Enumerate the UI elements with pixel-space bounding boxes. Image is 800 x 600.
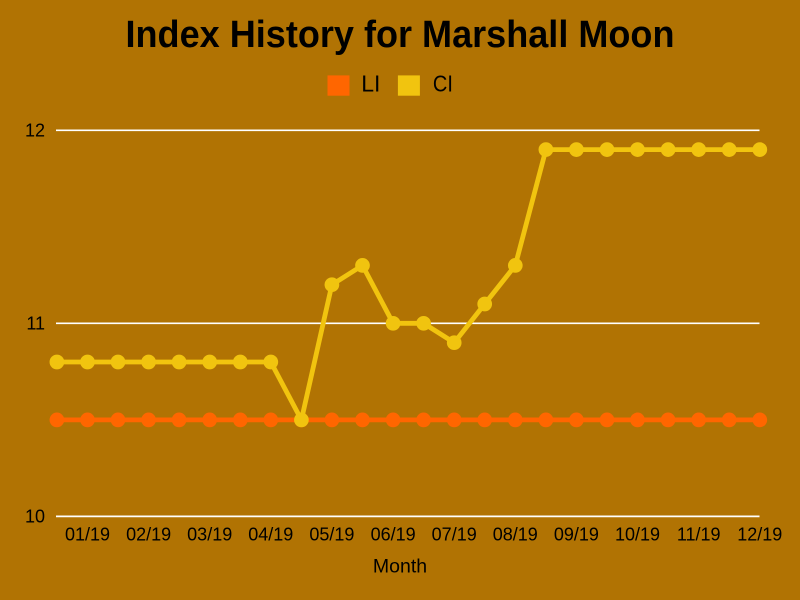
svg-text:10: 10 — [25, 507, 45, 527]
svg-text:01/19: 01/19 — [65, 524, 110, 544]
svg-text:09/19: 09/19 — [554, 524, 599, 544]
svg-text:04/19: 04/19 — [248, 524, 293, 544]
svg-text:LI: LI — [361, 71, 380, 97]
svg-text:12: 12 — [25, 121, 45, 141]
svg-text:12/19: 12/19 — [737, 524, 782, 544]
svg-text:11/19: 11/19 — [677, 524, 721, 544]
svg-text:03/19: 03/19 — [187, 524, 232, 544]
svg-text:10/19: 10/19 — [615, 524, 660, 544]
svg-text:Index History for Marshall Moo: Index History for Marshall Moon — [126, 14, 675, 56]
svg-text:Month: Month — [373, 556, 427, 578]
svg-text:08/19: 08/19 — [493, 524, 538, 544]
svg-text:CI: CI — [433, 71, 453, 97]
svg-text:02/19: 02/19 — [126, 524, 171, 544]
svg-text:06/19: 06/19 — [371, 524, 416, 544]
svg-text:11: 11 — [26, 314, 45, 334]
svg-text:07/19: 07/19 — [432, 524, 477, 544]
svg-text:05/19: 05/19 — [309, 524, 354, 544]
